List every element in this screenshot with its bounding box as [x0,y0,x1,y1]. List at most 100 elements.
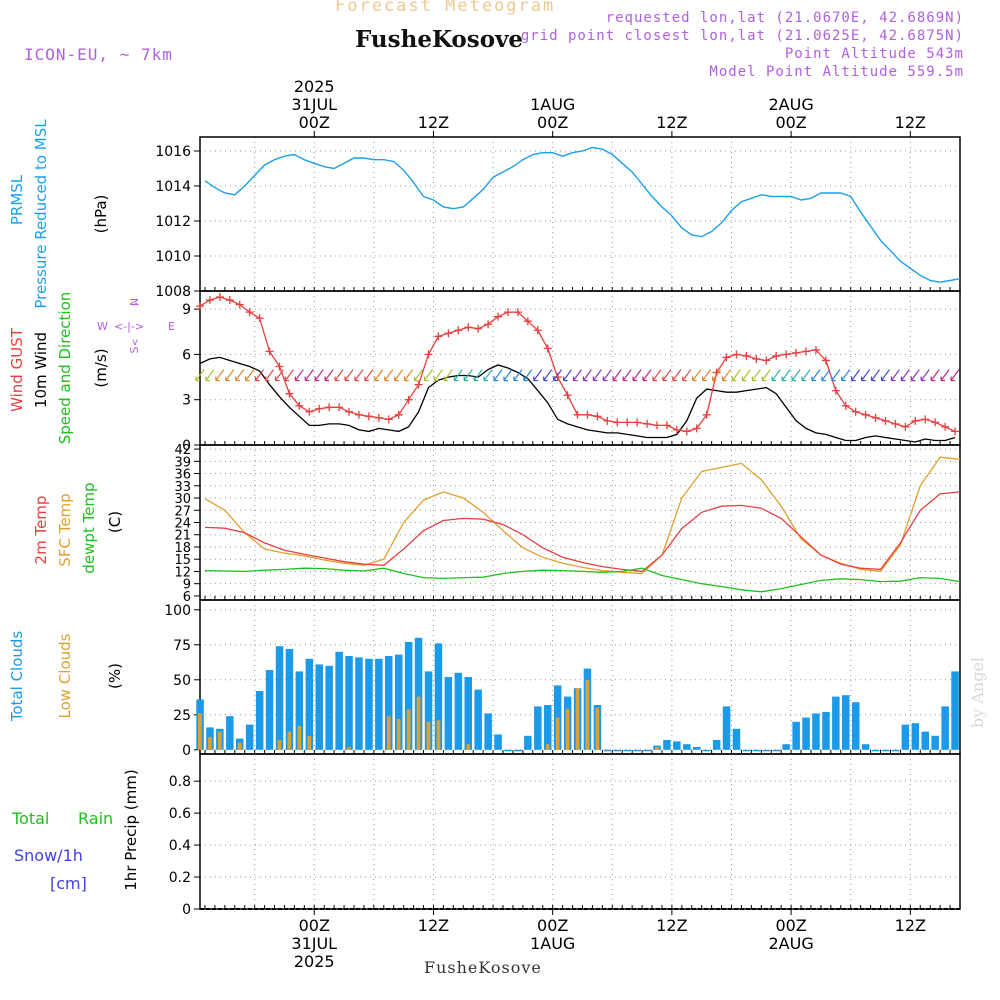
requested-coords: requested lon,lat (21.0670E, 42.6869N) [605,10,964,26]
gust-marker [931,418,940,427]
model-altitude: Model Point Altitude 559.5m [709,64,964,80]
low-cloud-bar [575,688,580,750]
wind-direction-arrow [841,369,851,382]
y-tick-label: 0 [182,743,191,759]
total-cloud-bar [881,749,890,752]
gust-marker [702,410,711,419]
low-clouds-label: Low Clouds [56,633,74,718]
gust-marker [732,350,741,359]
total-cloud-bar [464,677,472,750]
wind-direction-arrow [433,369,443,382]
total-cloud-bar [434,643,443,750]
total-cloud-bar [931,735,939,750]
chart-title: Forecast Meteogram [335,0,556,16]
x-tick-label: 00Z [299,916,330,935]
precip-total-label: Total [11,809,49,828]
gust-marker [831,386,840,395]
x-tick-label: 00Z [775,916,806,935]
total-cloud-bar [663,740,671,750]
gust-marker [901,422,910,431]
total-cloud-bar [345,656,353,750]
y-tick-label: 6 [182,347,191,363]
gust-marker [295,401,304,410]
low-cloud-bar [386,716,391,750]
low-cloud-bar [277,740,282,750]
gust-marker [573,410,582,419]
wind-speed-line [199,356,956,443]
compass-east: E [168,320,175,333]
wind-direction-arrow [950,369,960,382]
x-day-label: 2AUG [768,95,813,114]
low-cloud-bar [416,696,421,750]
x-year-label: 2025 [294,77,335,96]
wind-direction-arrow [761,369,771,382]
gust-marker [782,350,791,359]
total-cloud-bar [842,695,850,750]
wind-direction-arrow [851,369,861,382]
y-tick-label: 50 [173,673,191,689]
gust-marker [513,308,522,317]
gust-marker [692,424,701,433]
gust-marker [881,416,890,425]
wind-direction-arrow [324,369,334,382]
gust-marker [196,302,204,311]
low-cloud-bar [466,744,471,750]
watermark: by Angel [968,656,987,728]
compass-south: S [128,346,141,353]
wind-direction-arrow [801,369,811,382]
low-cloud-bar [426,721,431,750]
wind-direction-arrow [503,369,513,382]
gust-marker [921,415,930,424]
wind-direction-arrow [245,369,255,382]
x-tick-label: 00Z [775,113,806,132]
wind-direction-arrow [771,369,781,382]
low-cloud-bar [307,735,312,750]
wind-direction-arrow [652,369,662,382]
total-cloud-bar [603,749,612,752]
total-cloud-bar [643,749,651,752]
gust-marker [583,410,592,419]
wind-direction-arrow [404,369,414,382]
y-tick-label: 75 [173,638,191,654]
y-tick-label: 1014 [155,179,191,195]
y-tick-label: 1012 [155,214,191,230]
wind-direction-arrow [572,369,583,382]
gust-marker [414,380,423,389]
total-cloud-bar [494,734,502,750]
total-cloud-bar [693,747,701,750]
gust-marker [235,300,244,309]
wind-direction-arrow [453,369,463,382]
wind-direction-arrow [781,369,791,382]
total-cloud-bar [514,749,522,752]
low-cloud-bar [347,747,351,750]
x-tick-label: 12Z [418,113,449,132]
total-cloud-bar [891,749,900,752]
y-tick-label: 36 [174,468,191,483]
precip-rain-label: Rain [78,809,113,828]
temp-dewpt-label: dewpt Temp [80,482,98,573]
gust-marker [871,413,880,422]
wind-direction-arrow [622,369,632,382]
y-tick-label: 42 [174,443,191,458]
total-cloud-bar [742,749,751,752]
gust-marker [255,314,264,323]
total-cloud-bar [335,651,343,750]
wind-direction-arrow [364,369,374,382]
total-cloud-bar [762,749,770,752]
low-cloud-bar [545,744,550,750]
wind-direction-arrow [562,369,573,382]
gust-marker [345,407,354,416]
low-cloud-bar [406,709,411,750]
x-tick-label: 12Z [656,113,687,132]
gust-marker [205,296,214,305]
precip-unit: 1hr Precip (mm) [122,769,140,890]
total-cloud-bar [782,744,790,750]
total-cloud-bar [375,658,383,750]
y-tick-label: 6 [183,590,191,605]
low-cloud-bar [565,709,570,750]
y-tick-label: 25 [173,708,191,724]
gust-marker [335,403,344,412]
y-tick-label: 27 [174,504,191,519]
low-cloud-bar [287,731,292,750]
pressure-label: PRMSL [8,174,26,225]
